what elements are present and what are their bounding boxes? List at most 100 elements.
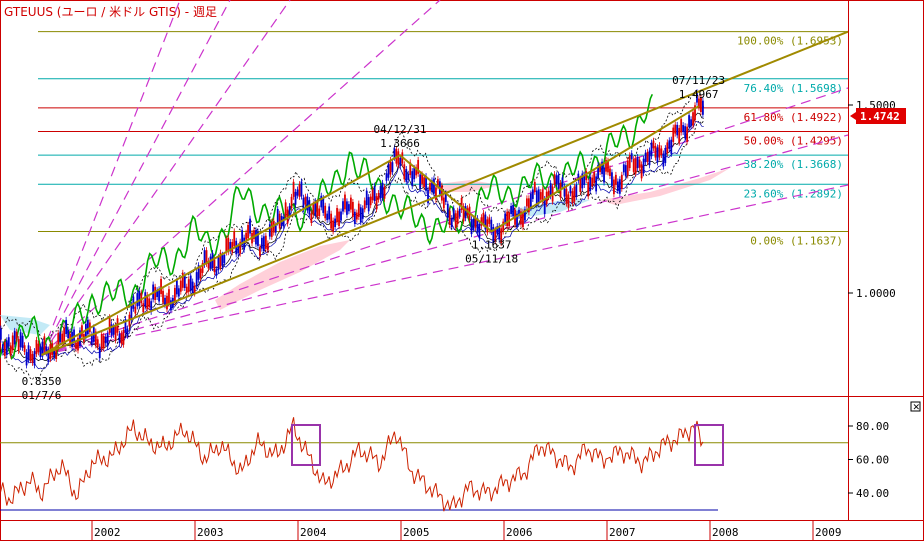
candle-body <box>191 281 194 293</box>
candle-body <box>640 164 643 179</box>
candle-body <box>168 289 170 304</box>
candle-body <box>630 153 633 160</box>
candle-body <box>0 328 2 340</box>
candle-body <box>628 155 631 169</box>
annotation-bottom: 01/7/6 <box>22 389 62 402</box>
candle-body <box>134 306 137 314</box>
candle-body <box>549 183 552 197</box>
fib-label: 61.80% (1.4922) <box>744 111 843 124</box>
candle-body <box>682 125 685 133</box>
candle-body <box>77 337 79 351</box>
rsi-close-button[interactable]: ✕ <box>910 401 921 413</box>
candle-body <box>605 160 607 172</box>
candle-body <box>177 288 180 297</box>
candle-body <box>237 246 240 254</box>
candle-body <box>205 250 208 264</box>
candle-body <box>86 319 89 335</box>
candle-body <box>336 208 338 223</box>
candle-body <box>253 230 255 240</box>
candle-body <box>464 206 467 219</box>
candle-body <box>431 180 433 192</box>
candle-body <box>670 139 673 154</box>
candle-body <box>126 328 129 336</box>
x-tick-label: 2009 <box>815 526 842 539</box>
candle-body <box>423 177 425 188</box>
candle-body <box>175 280 178 295</box>
candle-body <box>81 325 83 337</box>
candle-body <box>454 213 457 229</box>
candle-body <box>357 203 360 217</box>
candle-body <box>316 202 319 217</box>
candle-body <box>611 172 613 186</box>
candle-body <box>585 171 588 181</box>
candle-body <box>522 212 524 228</box>
candle-body <box>338 211 340 226</box>
candle-body <box>494 229 497 242</box>
candle-body <box>266 243 269 251</box>
candle-body <box>249 218 251 234</box>
candle-body <box>65 319 68 334</box>
candle-body <box>296 189 299 196</box>
candle-body <box>138 290 141 306</box>
candle-body <box>500 228 503 243</box>
candle-body <box>300 181 303 197</box>
candle-body <box>490 219 493 233</box>
candle-body <box>660 148 663 156</box>
candle-body <box>110 324 113 336</box>
candle-body <box>71 331 73 347</box>
candle-body <box>181 272 184 288</box>
candle-body <box>547 190 550 198</box>
candle-body <box>324 205 327 219</box>
candle-body <box>504 213 507 223</box>
candle-body <box>399 157 402 167</box>
lagging-span <box>0 93 654 360</box>
close-box[interactable] <box>910 401 921 412</box>
candle-body <box>57 332 60 348</box>
candle-body <box>369 196 372 206</box>
candle-body <box>140 292 143 304</box>
candle-body <box>306 196 309 211</box>
current-price-label: 1.4742 <box>860 110 900 123</box>
candle-body <box>668 140 671 149</box>
candle-body <box>19 332 22 348</box>
candle-body <box>351 201 354 218</box>
candle-body <box>450 218 453 228</box>
candle-body <box>130 304 133 320</box>
candle-body <box>183 275 186 289</box>
candle-body <box>411 171 414 187</box>
close-icon[interactable]: ✕ <box>913 403 921 413</box>
candle-body <box>373 186 376 201</box>
candle-body <box>440 185 443 201</box>
candle-body <box>5 340 8 355</box>
candle-body <box>348 204 350 212</box>
candle-body <box>650 142 653 157</box>
candle-body <box>274 225 277 233</box>
candle-body <box>429 183 431 191</box>
candle-body <box>359 207 362 223</box>
candle-body <box>470 219 473 235</box>
candle-body <box>164 297 166 306</box>
fan-line <box>41 0 291 356</box>
candle-body <box>609 168 611 176</box>
fan-line <box>41 0 231 356</box>
candle-body <box>389 159 392 175</box>
candle-body <box>217 257 220 271</box>
candle-body <box>173 287 176 303</box>
cloud-pink-3 <box>600 168 730 205</box>
y-tick-label: 1.0000 <box>856 287 896 300</box>
candle-body <box>680 119 683 133</box>
candle-body <box>187 279 190 292</box>
candle-body <box>591 177 594 187</box>
candle-body <box>437 179 439 186</box>
candle-body <box>526 198 528 207</box>
candle-body <box>415 167 418 176</box>
candle-body <box>98 346 101 359</box>
candle-body <box>53 350 56 358</box>
candle-body <box>189 275 192 291</box>
candle-body <box>231 241 234 253</box>
annotation-top: 04/12/31 <box>373 123 426 136</box>
candle-body <box>654 145 657 158</box>
candle-body <box>33 351 36 366</box>
